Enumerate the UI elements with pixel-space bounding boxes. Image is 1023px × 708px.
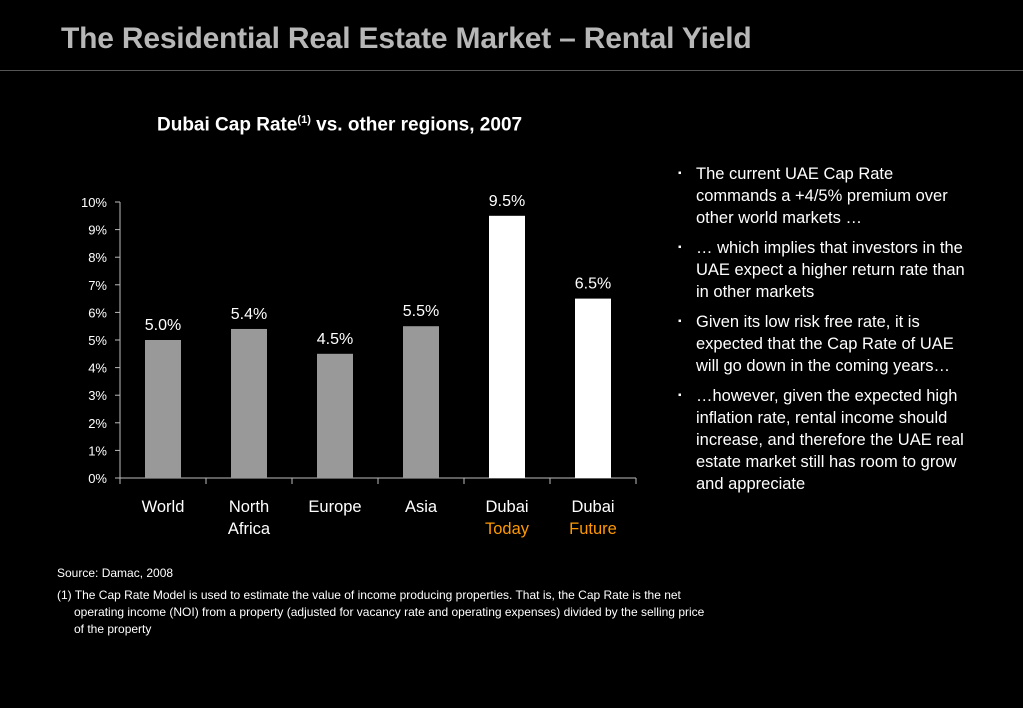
- y-tick-label: 3%: [88, 388, 107, 403]
- category-label: Africa: [228, 520, 271, 538]
- data-label: 5.0%: [145, 317, 181, 334]
- data-label: 4.5%: [317, 331, 353, 348]
- category-label: Europe: [308, 498, 361, 516]
- bullet-icon: ▪: [678, 390, 682, 401]
- source-note: Source: Damac, 2008: [57, 566, 174, 580]
- data-label: 5.4%: [231, 306, 267, 323]
- commentary-item: ▪ The current UAE Cap Rate commands a +4/…: [678, 163, 978, 229]
- y-tick-label: 10%: [81, 195, 107, 210]
- bar-chart: 0% 1% 2% 3% 4% 5% 6% 7% 8% 9% 10% 5.0% World 5.4% Nort…: [81, 193, 637, 538]
- y-tick-label: 7%: [88, 278, 107, 293]
- category-label: Dubai: [485, 498, 528, 516]
- bar: [403, 326, 439, 478]
- category-label: World: [142, 498, 185, 516]
- commentary-text: The current UAE Cap Rate commands a +4/5…: [696, 165, 948, 227]
- y-tick-label: 0%: [88, 471, 107, 486]
- y-tick-label: 5%: [88, 333, 107, 348]
- y-tick-label: 8%: [88, 250, 107, 265]
- category-label: Future: [569, 520, 617, 538]
- y-tick-label: 1%: [88, 443, 107, 458]
- commentary-list: ▪ The current UAE Cap Rate commands a +4/…: [678, 163, 978, 503]
- y-tick-label: 9%: [88, 223, 107, 238]
- data-label: 5.5%: [403, 303, 439, 320]
- y-tick-label: 6%: [88, 305, 107, 320]
- data-label: 9.5%: [489, 193, 525, 210]
- bar: [489, 215, 525, 479]
- data-label: 6.5%: [575, 276, 611, 293]
- commentary-text: … which implies that investors in the UA…: [696, 239, 965, 301]
- chart-title: Dubai Cap Rate(1) vs. other regions, 200…: [157, 114, 522, 136]
- chart-title-suffix: vs. other regions, 2007: [310, 114, 523, 136]
- category-label: Dubai: [571, 498, 614, 516]
- footnote: (1) The Cap Rate Model is used to estima…: [57, 588, 705, 636]
- category-label: Today: [485, 520, 530, 538]
- y-tick-label: 4%: [88, 361, 107, 376]
- bar: [317, 353, 353, 478]
- chart-title-footnote-ref: (1): [297, 114, 311, 126]
- page-title: The Residential Real Estate Market – Ren…: [61, 22, 752, 55]
- bullet-icon: ▪: [678, 316, 682, 327]
- commentary-item: ▪ …however, given the expected high infla…: [678, 385, 978, 495]
- bullet-icon: ▪: [678, 242, 682, 253]
- bullet-icon: ▪: [678, 168, 682, 179]
- title-divider: [0, 70, 1023, 71]
- bar: [145, 340, 181, 478]
- bar: [575, 298, 611, 478]
- y-tick-label: 2%: [88, 416, 107, 431]
- category-label: North: [229, 498, 269, 516]
- commentary-item: ▪ Given its low risk free rate, it is exp…: [678, 311, 978, 377]
- commentary-item: ▪ … which implies that investors in the U…: [678, 237, 978, 303]
- commentary-text: …however, given the expected high inflat…: [696, 387, 964, 493]
- category-label: Asia: [405, 498, 438, 516]
- bar: [231, 328, 267, 478]
- chart-title-text: Dubai Cap Rate: [157, 114, 298, 136]
- commentary-text: Given its low risk free rate, it is expe…: [696, 313, 954, 375]
